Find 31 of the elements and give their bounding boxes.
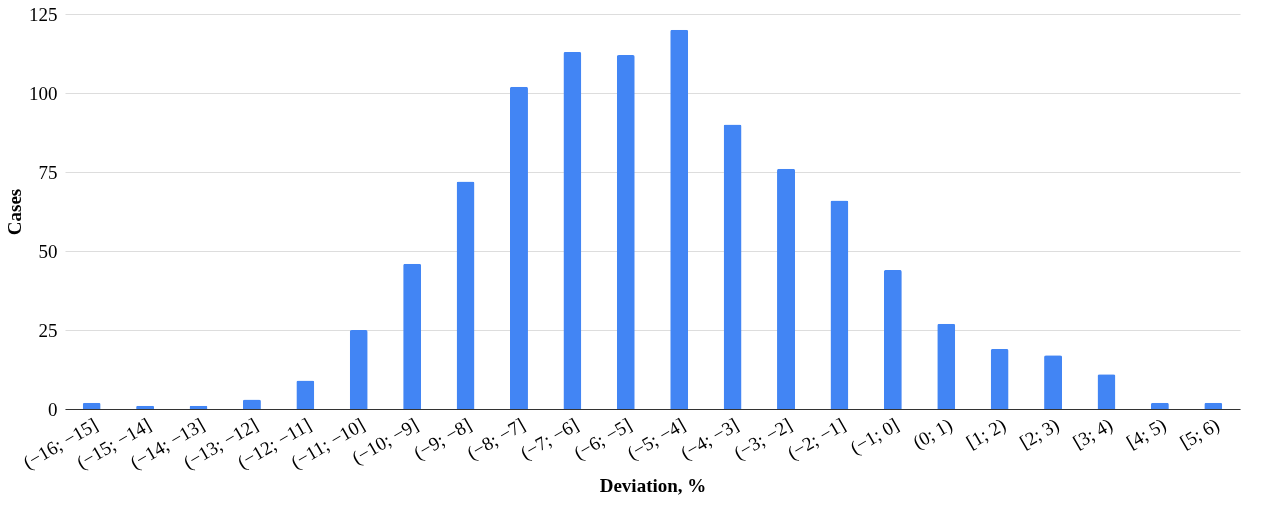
y-tick-label: 125 [29, 3, 58, 25]
bar [937, 323, 956, 409]
y-tick-label: 100 [29, 82, 58, 104]
y-axis-title: Cases [4, 188, 25, 236]
bar [349, 330, 368, 409]
bar [990, 348, 1009, 409]
x-tick-label: [2; 3) [1015, 413, 1064, 454]
bar [509, 86, 528, 409]
x-tick-label: (0; 1) [909, 413, 957, 454]
y-tick-label: 75 [38, 161, 58, 183]
y-tick-label: 25 [38, 319, 58, 341]
bar [403, 263, 422, 409]
bar [777, 168, 796, 409]
bar [1044, 355, 1063, 409]
bar [456, 181, 475, 409]
bar [563, 51, 582, 409]
x-tick-label: [5; 6) [1176, 413, 1224, 454]
bar [670, 29, 689, 409]
bar [723, 124, 742, 409]
y-tick-label: 50 [38, 240, 58, 262]
bar [830, 200, 849, 409]
x-tick-label: (−1; 0] [846, 413, 903, 460]
bar [883, 269, 902, 409]
bar [616, 55, 635, 409]
y-tick-label: 0 [48, 398, 58, 420]
x-tick-label: [1; 2) [962, 413, 1010, 454]
x-tick-label: [4; 5) [1122, 413, 1170, 454]
x-axis-title: Deviation, % [599, 475, 707, 497]
x-tick-label: [3; 4) [1069, 413, 1117, 454]
bar [296, 380, 315, 409]
bar [1097, 374, 1116, 409]
